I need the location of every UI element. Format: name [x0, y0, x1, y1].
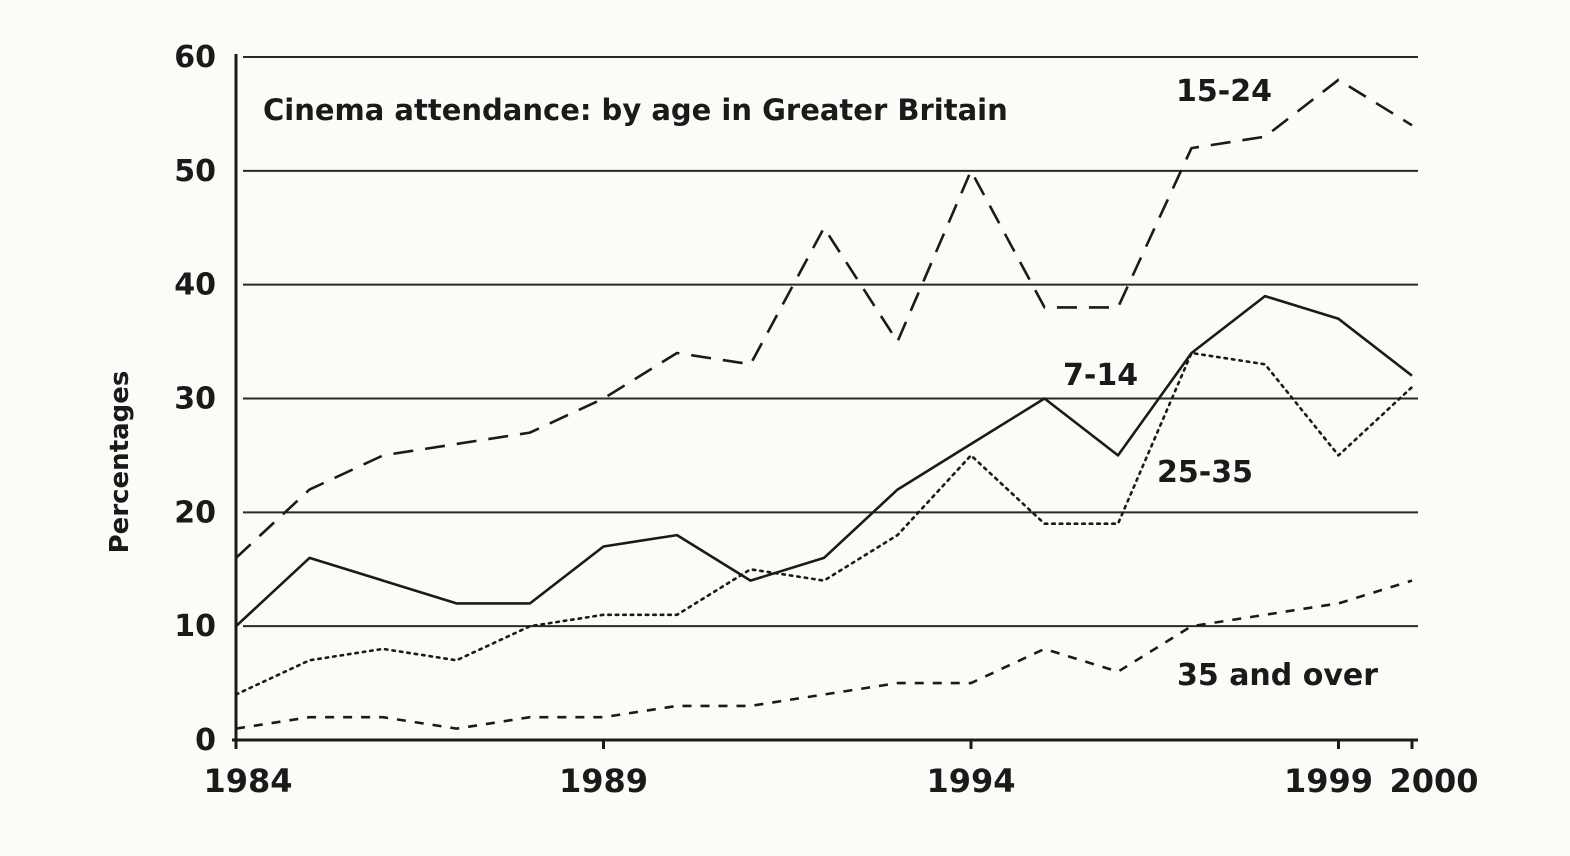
- x-tick-label-1984: 1984: [203, 762, 292, 800]
- series-line-35-and-over: [235, 579, 1413, 730]
- series-lines: [234, 78, 1414, 730]
- y-tick-label-20: 20: [174, 495, 216, 530]
- axes: [232, 54, 1418, 749]
- y-tick-label-30: 30: [174, 382, 216, 417]
- series-label-15-24: 15-24: [1176, 74, 1272, 109]
- y-tick-labels: 0 10 20 30 40 50 60: [174, 40, 216, 758]
- x-tick-label-1999: 1999: [1284, 762, 1373, 800]
- series-label-25-35: 25-35: [1157, 455, 1253, 490]
- x-tick-label-1994: 1994: [926, 762, 1015, 800]
- series-line-15-24: [235, 78, 1413, 559]
- y-tick-label-60: 60: [174, 40, 216, 75]
- x-tick-label-1989: 1989: [559, 762, 648, 800]
- grid-lines: [243, 56, 1418, 628]
- y-tick-label-10: 10: [174, 609, 216, 644]
- chart-title: Cinema attendance: by age in Greater Bri…: [263, 93, 1008, 127]
- y-tick-label-0: 0: [195, 723, 216, 758]
- series-label-35-and-over: 35 and over: [1177, 658, 1378, 693]
- y-tick-label-40: 40: [174, 268, 216, 303]
- x-tick-labels: 1984 1989 1994 1999 2000: [203, 762, 1478, 800]
- y-axis-label: Percentages: [105, 371, 135, 554]
- series-label-7-14: 7-14: [1063, 358, 1138, 393]
- y-tick-label-50: 50: [174, 154, 216, 189]
- series-labels: 15-24 7-14 25-35 35 and over: [1063, 74, 1378, 693]
- x-tick-label-2000: 2000: [1389, 762, 1478, 800]
- series-line-25-35: [234, 351, 1414, 696]
- series-line-7-14: [235, 294, 1413, 628]
